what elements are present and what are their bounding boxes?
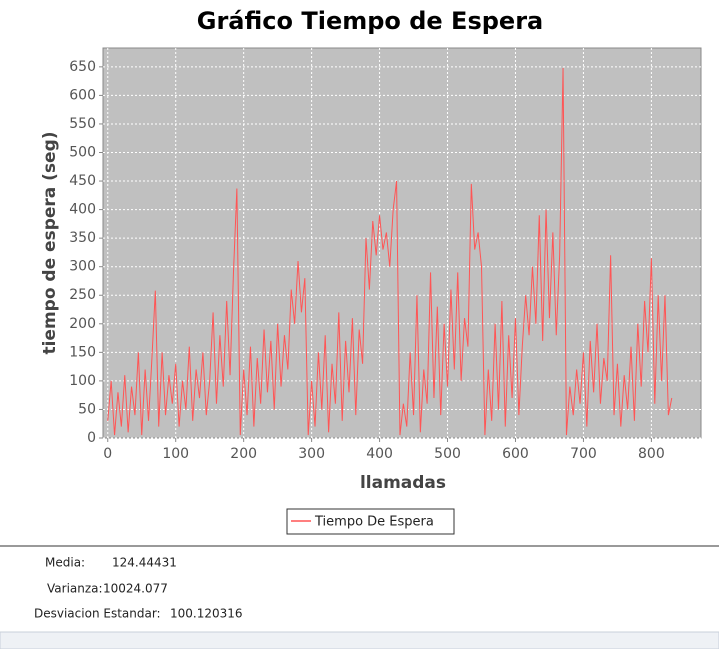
- stat-label: Varianza:: [47, 582, 103, 596]
- stat-label: Media:: [45, 556, 85, 570]
- x-tick-label: 0: [103, 446, 112, 462]
- x-axis-label: llamadas: [360, 473, 446, 493]
- x-tick-label: 200: [230, 446, 257, 462]
- stat-value: 100.120316: [170, 607, 243, 621]
- y-tick-label: 400: [69, 202, 96, 218]
- y-tick-label: 50: [78, 401, 96, 417]
- x-tick-label: 300: [298, 446, 325, 462]
- y-tick-label: 350: [69, 230, 96, 246]
- y-tick-label: 300: [69, 259, 96, 275]
- y-axis-label: tiempo de espera (seg): [40, 131, 60, 354]
- y-tick-label: 500: [69, 144, 96, 160]
- y-tick-label: 150: [69, 344, 96, 360]
- y-tick-label: 450: [69, 173, 96, 189]
- y-tick-label: 200: [69, 316, 96, 332]
- x-tick-label: 700: [570, 446, 597, 462]
- stat-label: Desviacion Estandar:: [34, 607, 161, 621]
- x-tick-label: 100: [162, 446, 189, 462]
- x-tick-label: 800: [638, 446, 665, 462]
- stat-value: 10024.077: [103, 582, 168, 596]
- plot-area: [102, 47, 702, 439]
- data-line: [107, 67, 673, 436]
- y-tick-label: 0: [87, 430, 96, 446]
- legend: [286, 508, 455, 535]
- chart-title: Gráfico Tiempo de Espera: [197, 7, 543, 35]
- y-tick-label: 650: [69, 59, 96, 75]
- y-tick-label: 100: [69, 373, 96, 389]
- x-tick-label: 600: [502, 446, 529, 462]
- x-tick-label: 500: [434, 446, 461, 462]
- y-tick-label: 250: [69, 287, 96, 303]
- x-tick-label: 400: [366, 446, 393, 462]
- stat-value: 124.44431: [112, 556, 177, 570]
- y-tick-label: 600: [69, 87, 96, 103]
- y-tick-label: 550: [69, 116, 96, 132]
- status-bar: [0, 631, 719, 650]
- legend-label: Tiempo De Espera: [314, 515, 434, 530]
